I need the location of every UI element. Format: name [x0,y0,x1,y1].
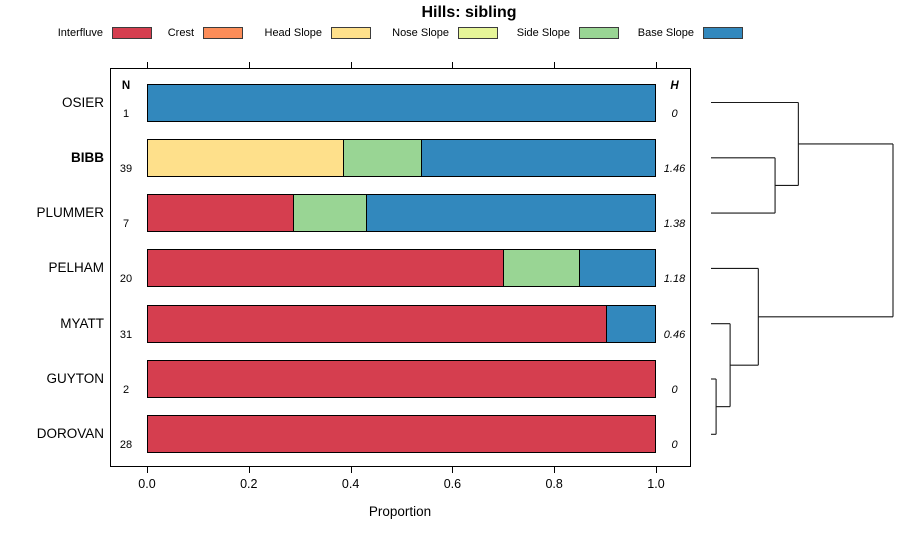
legend-swatch [458,27,498,39]
legend-swatch [331,27,371,39]
row-label-myatt: MYATT [60,315,104,331]
chart-title: Hills: sibling [421,4,517,21]
row-label-dorovan: DOROVAN [36,426,104,442]
axis-tick [350,62,352,68]
h-value: 1.38 [663,218,686,231]
legend-item: Crest [92,25,243,41]
axis-tick [452,467,454,473]
stacked-bar [147,138,656,177]
axis-tick-label: 0.2 [240,477,258,491]
bar-segment [148,250,503,287]
row-label-plummer: PLUMMER [36,205,104,221]
axis-tick-label: 0.6 [443,477,462,491]
bar-segment [148,139,344,176]
row-label-guyton: GUYTON [46,371,104,386]
n-value: 2 [122,384,130,396]
n-value: 20 [119,273,133,286]
n-value: 7 [122,218,130,231]
axis-tick [656,467,657,473]
axis-tick [248,62,250,68]
h-value: 0.46 [663,328,686,341]
bar-segment [578,250,655,287]
bar-segment [148,416,655,453]
bar-segment [148,84,655,121]
stacked-bar [147,83,656,122]
n-value: 39 [119,162,133,175]
n-value: 1 [122,107,130,120]
h-value: 0 [671,107,678,120]
axis-tick-label: 1.0 [647,477,665,491]
legend-label: Nose Slope [392,27,449,39]
bar-segment [148,195,293,232]
axis-tick-label: 0.4 [341,477,360,491]
bar-segment [343,139,422,176]
x-axis-label: Proportion [368,504,432,519]
n-value: 28 [119,439,133,452]
axis-tick-label: 0.8 [545,477,563,491]
legend-item: Interfluve [1,25,152,41]
axis-tick [147,467,148,473]
legend-label: Base Slope [637,27,694,39]
n-column-header: N [121,80,131,92]
legend-item: Side Slope [468,25,619,41]
bar-segment [421,139,655,176]
bar-segment [293,195,366,232]
row-label-osier: OSIER [61,94,104,110]
legend-swatch [579,27,619,39]
legend-item: Base Slope [592,25,743,41]
legend-label: Side Slope [516,27,570,39]
legend-swatch [112,27,152,39]
axis-tick [554,62,556,68]
legend-swatch [203,27,243,39]
h-value: 0 [671,439,678,452]
legend-label: Head Slope [264,27,323,39]
axis-tick [452,62,454,68]
stacked-bar [147,194,656,233]
h-value: 0 [671,384,678,396]
legend-label: Crest [167,27,194,39]
axis-tick [248,467,250,473]
legend-item: Nose Slope [347,25,498,41]
axis-tick-label: 0.0 [138,477,156,491]
legend-item: Head Slope [220,25,371,41]
axis-tick [147,62,148,68]
row-label-bibb: BIBB [71,149,104,165]
legend-label: Interfluve [57,27,103,39]
h-column-header: H [670,80,679,92]
bar-segment [148,305,606,342]
stacked-bar [147,415,656,454]
bar-segment [365,195,655,232]
stacked-bar [147,249,656,288]
h-value: 1.18 [663,273,686,286]
legend-swatch [703,27,743,39]
n-value: 31 [119,328,133,341]
stacked-bar [147,304,656,343]
stacked-bar [147,360,656,398]
axis-tick [554,467,556,473]
row-label-pelham: PELHAM [48,260,104,276]
axis-tick [656,62,657,68]
bar-segment [148,361,655,397]
plot-box [110,68,691,467]
bar-segment [502,250,579,287]
bar-segment [605,305,655,342]
h-value: 1.46 [663,162,686,175]
axis-tick [350,467,352,473]
